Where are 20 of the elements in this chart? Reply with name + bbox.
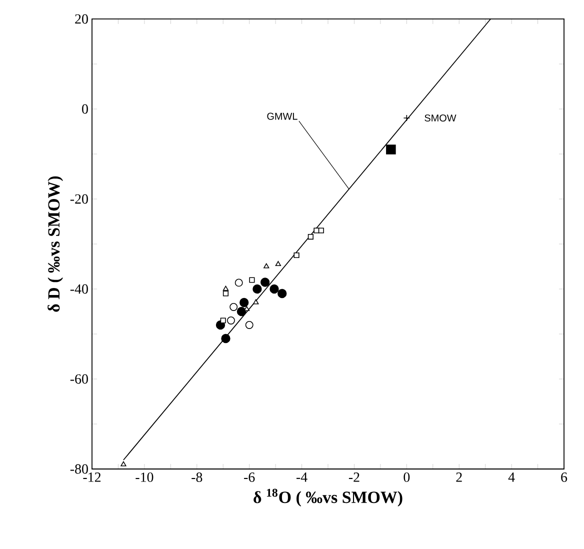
y-tick-label: -40	[70, 284, 88, 294]
x-tick-label: 2	[456, 472, 462, 482]
x-tick-label: 0	[404, 472, 410, 482]
y-tick-label: -20	[70, 194, 88, 204]
x-tick-label: -12	[83, 472, 101, 482]
y-tick-label: 0	[82, 104, 88, 114]
x-tick-label: -2	[348, 472, 360, 482]
annotation: GMWL	[267, 112, 298, 120]
x-tick-label: -6	[244, 472, 255, 482]
y-tick-label: -80	[70, 464, 88, 474]
x-tick-label: 4	[508, 472, 515, 482]
y-axis-title: δ D ( ‰vs SMOW)	[48, 176, 64, 312]
series-label: SMOW	[424, 114, 456, 122]
x-tick-label: -8	[192, 472, 202, 482]
y-tick-label: -60	[70, 374, 88, 384]
y-tick-label: 20	[75, 14, 88, 24]
x-tick-label: -10	[136, 472, 154, 482]
x-tick-label: -4	[296, 472, 308, 482]
x-tick-label: 6	[561, 472, 568, 482]
x-axis-title: δ $^{18}$O ( ‰vs SMOW)	[254, 488, 402, 507]
